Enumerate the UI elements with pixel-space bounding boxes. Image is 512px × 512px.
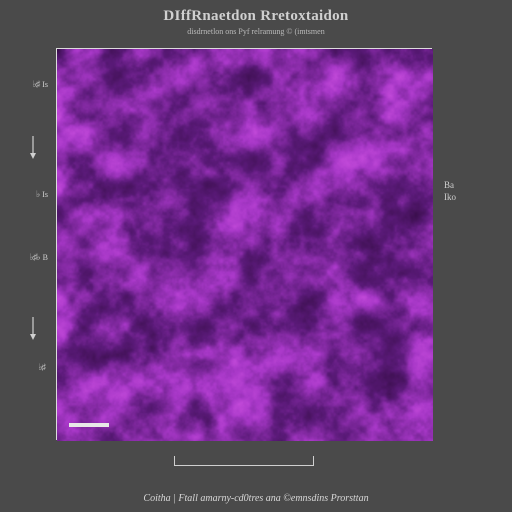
arrow-down-icon xyxy=(28,134,38,160)
arrow-down-icon xyxy=(28,315,38,341)
y-tick: ♭♯♭B xyxy=(30,252,48,263)
plot-frame xyxy=(56,48,432,440)
y-tick: ♭♯Is xyxy=(32,79,48,90)
y-tick: ♭Is xyxy=(36,189,48,200)
chart-subtitle: disdrnetlon ons Pyf relramung © (imtsmen xyxy=(0,27,512,36)
right-label-1: Ba xyxy=(444,180,502,192)
y-axis: ♭♯Is ♭Is ♭♯♭B ♭♯ xyxy=(8,48,52,440)
scale-bar xyxy=(69,423,109,427)
x-axis-bracket xyxy=(174,456,314,466)
right-label-2: Iko xyxy=(444,192,502,204)
chart-caption: Coitha | Ftall amarny-cd0tres ana ©emnsd… xyxy=(0,493,512,504)
right-label-panel: Ba Iko xyxy=(444,180,502,203)
y-tick: ♭♯ xyxy=(38,362,48,373)
heatmap-surface xyxy=(57,49,433,441)
x-axis xyxy=(56,450,432,468)
chart-title: DIffRnaetdon Rretoxtaidon xyxy=(0,8,512,25)
